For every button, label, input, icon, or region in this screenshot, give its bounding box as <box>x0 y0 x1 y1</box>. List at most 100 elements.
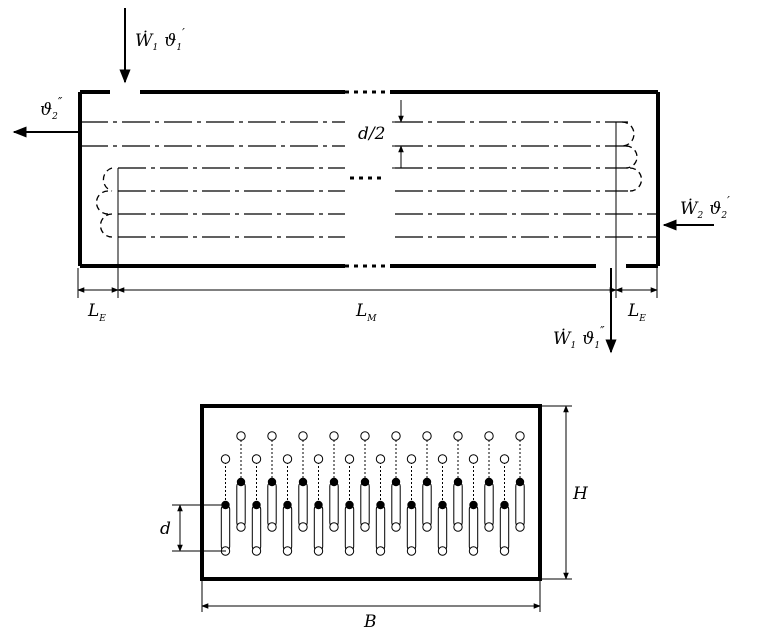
tube-open <box>453 431 463 441</box>
u-tube-leg <box>344 504 355 552</box>
tube-open <box>344 454 355 464</box>
tube-filled <box>329 477 339 487</box>
tube-filled <box>484 477 494 487</box>
tube-open <box>422 431 432 441</box>
tube-passes <box>80 121 658 238</box>
tube-open <box>298 522 308 532</box>
tube-open <box>282 454 293 464</box>
u-tube-leg <box>391 481 401 528</box>
tube-filled <box>453 477 463 487</box>
width-dimension <box>201 581 541 612</box>
height-dimension <box>542 405 572 580</box>
tube-open <box>391 431 401 441</box>
tube-open <box>220 454 231 464</box>
height-label: H <box>572 484 589 504</box>
tube-open <box>313 454 324 464</box>
u-tube-leg <box>453 481 463 528</box>
tube-filled <box>438 500 447 510</box>
tube-open <box>484 431 494 441</box>
tube-open <box>267 431 277 441</box>
tube-open <box>375 546 386 556</box>
outlet-fluid2-label: ϑ2″ <box>40 95 63 122</box>
tube-filled <box>500 500 509 510</box>
u-tube-leg <box>360 481 370 528</box>
tube-filled <box>376 500 385 510</box>
tube-filled <box>407 500 416 510</box>
tube-open <box>422 522 432 532</box>
u-tube-leg <box>422 481 432 528</box>
tube-open <box>437 454 448 464</box>
tube-bank <box>220 431 525 556</box>
tube-open <box>313 546 324 556</box>
tube-open <box>468 454 479 464</box>
tube-open <box>267 522 277 532</box>
dim-middle-label: LM <box>355 301 377 324</box>
tube-filled <box>283 500 292 510</box>
tube-open <box>282 546 293 556</box>
u-tube-leg <box>406 504 417 552</box>
tube-open <box>499 546 510 556</box>
tube-open <box>329 431 339 441</box>
tube-open <box>236 431 246 441</box>
u-tube-leg <box>329 481 339 528</box>
u-tube-leg <box>484 481 494 528</box>
tube-open <box>344 546 355 556</box>
tube-open <box>437 546 448 556</box>
tube-filled <box>391 477 401 487</box>
u-tube-leg <box>375 504 386 552</box>
tube-filled <box>360 477 370 487</box>
u-tube-leg <box>313 504 324 552</box>
tube-open <box>298 431 308 441</box>
dim-right-end-label: LE <box>627 301 646 324</box>
tube-open <box>360 431 370 441</box>
cross-section: d H B <box>160 404 589 632</box>
half-pitch-dimension <box>392 100 410 169</box>
tube-filled <box>345 500 354 510</box>
outlet-fluid1-label: Ẇ1 ϑ1″ <box>553 324 605 351</box>
tube-filled <box>422 477 432 487</box>
tube-filled <box>298 477 308 487</box>
length-dimensions <box>77 122 658 298</box>
tube-open <box>406 454 417 464</box>
width-label: B <box>363 612 377 632</box>
tube-filled <box>252 500 261 510</box>
u-bends <box>95 121 643 238</box>
tube-open <box>360 522 370 532</box>
u-tube-leg <box>468 504 479 552</box>
u-tube-leg <box>437 504 448 552</box>
tube-filled <box>469 500 478 510</box>
tube-open <box>499 454 510 464</box>
tube-open <box>329 522 339 532</box>
tube-open <box>406 546 417 556</box>
tube-open <box>515 431 525 441</box>
shell-break-marks <box>345 90 390 268</box>
inlet-fluid1-label: Ẇ1 ϑ1′ <box>135 26 185 53</box>
tube-filled <box>236 477 246 487</box>
tube-filled <box>314 500 323 510</box>
pitch-label: d <box>160 519 171 539</box>
shell-outline <box>78 90 660 268</box>
u-tube-leg <box>267 481 277 528</box>
half-pitch-label: d/2 <box>358 124 385 144</box>
tube-open <box>251 546 262 556</box>
tube-open <box>484 522 494 532</box>
tube-filled <box>515 477 525 487</box>
tube-open <box>251 454 262 464</box>
tube-open <box>391 522 401 532</box>
tube-open <box>453 522 463 532</box>
u-tube-leg <box>282 504 293 552</box>
dim-left-end-label: LE <box>87 301 106 324</box>
u-tube-leg <box>251 504 262 552</box>
inlet-fluid2-label: Ẇ2 ϑ2′ <box>680 194 730 221</box>
u-tube-leg <box>499 504 510 552</box>
cross-section-outline <box>200 404 542 581</box>
tube-open <box>236 522 246 532</box>
top-view: d/2 Ẇ1 ϑ1′ ϑ2″ Ẇ2 ϑ2′ Ẇ1 ϑ1″ LE <box>12 8 730 354</box>
tube-filled <box>267 477 277 487</box>
tube-open <box>515 522 525 532</box>
tube-open <box>375 454 386 464</box>
u-tube-leg <box>298 481 308 528</box>
u-tube-leg <box>220 504 231 552</box>
u-tube-leg <box>236 481 246 528</box>
